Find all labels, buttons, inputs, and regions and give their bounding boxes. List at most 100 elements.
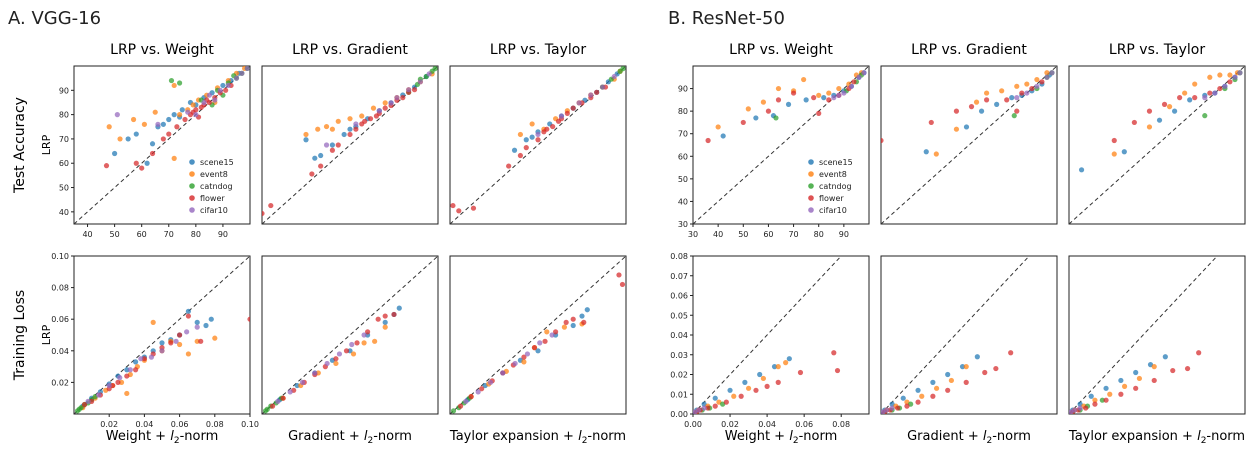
point-scene15 [179, 107, 185, 113]
point-flower [168, 340, 174, 346]
point-event8 [816, 92, 822, 98]
point-flower [354, 340, 360, 346]
point-flower [1196, 350, 1202, 356]
point-flower [1092, 401, 1098, 407]
point-flower [535, 137, 541, 143]
point-cifar10 [1237, 70, 1243, 76]
point-flower [280, 395, 286, 401]
point-event8 [152, 109, 158, 115]
x-tick-label: 0.06 [171, 420, 189, 429]
x-tick-label: 0.08 [832, 420, 850, 429]
plot-area [1069, 256, 1218, 414]
point-cifar10 [394, 95, 400, 101]
point-flower [1019, 90, 1025, 96]
point-scene15 [396, 305, 402, 311]
point-cifar10 [535, 131, 541, 138]
point-flower [1217, 85, 1223, 92]
point-flower [133, 367, 139, 373]
point-cifar10 [1232, 74, 1238, 80]
plot-area [262, 256, 438, 414]
point-scene15 [1172, 108, 1178, 114]
point-cifar10 [233, 75, 240, 81]
point-scene15 [785, 101, 792, 107]
y-tick-label: 0.10 [51, 252, 69, 261]
legend-label-catndog: catndog [819, 182, 852, 191]
point-scene15 [185, 308, 191, 314]
point-flower [712, 403, 718, 409]
point-cifar10 [463, 398, 469, 404]
point-flower [1014, 108, 1020, 114]
point-cifar10 [611, 73, 617, 80]
panel-vgg-loss-weight: 0.02 0.04 0.06 0.08 0.10 0.02 0.04 0.06 0.08 0.10 [51, 252, 259, 429]
point-flower [765, 108, 772, 114]
point-flower [904, 403, 910, 409]
point-flower [411, 87, 418, 93]
point-flower [563, 319, 569, 325]
point-flower [531, 345, 538, 351]
column-title-resnet-weight: LRP vs. Weight [729, 42, 833, 58]
y-tick-label: 90 [678, 85, 688, 94]
point-event8 [1121, 383, 1128, 389]
point-cifar10 [324, 360, 330, 367]
plot-area [74, 256, 250, 414]
legend-label-event8: event8 [819, 170, 847, 179]
point-scene15 [915, 387, 921, 393]
point-scene15 [945, 371, 951, 378]
point-catndog [1099, 397, 1105, 403]
point-flower [457, 403, 464, 409]
point-event8 [1227, 72, 1233, 78]
point-flower [775, 379, 781, 385]
point-event8 [715, 124, 721, 130]
y-tick-label: 0.05 [670, 311, 688, 320]
xlabel-resnet-gradient: Gradient + l2-norm [907, 429, 1031, 445]
point-scene15 [535, 348, 541, 354]
point-event8 [185, 351, 191, 357]
panel-vgg-acc-gradient [261, 65, 439, 225]
point-flower [542, 338, 548, 344]
legend-marker-event8 [808, 171, 814, 177]
point-flower [400, 95, 406, 101]
point-flower [1184, 365, 1191, 372]
legend-marker-cifar10 [808, 207, 814, 213]
point-event8 [1151, 364, 1157, 370]
point-flower [963, 379, 969, 385]
point-scene15 [166, 116, 172, 123]
point-flower [1083, 405, 1089, 411]
point-cifar10 [323, 142, 330, 148]
x-tick-label: 90 [218, 230, 228, 239]
point-flower [544, 126, 550, 132]
plot-area [693, 66, 869, 224]
legend-marker-scene15 [808, 159, 814, 165]
point-cifar10 [299, 379, 306, 385]
point-event8 [347, 116, 353, 122]
point-cifar10 [1044, 74, 1050, 80]
point-event8 [171, 82, 177, 89]
point-scene15 [742, 379, 748, 385]
point-cifar10 [848, 83, 855, 89]
point-flower [375, 316, 381, 322]
point-cifar10 [287, 389, 293, 395]
point-cifar10 [194, 324, 200, 330]
panel-resnet-acc-weight: 30 40 50 60 70 80 90 30 40 50 60 70 80 90 scene15 event… [678, 65, 870, 239]
point-scene15 [1121, 149, 1127, 155]
y-tick-label: 0.00 [670, 410, 688, 419]
point-flower [982, 369, 988, 376]
panel-vgg-acc-taylor [449, 65, 627, 225]
point-event8 [359, 113, 365, 119]
point-cifar10 [1071, 407, 1078, 413]
panel-vgg-loss-gradient [261, 255, 439, 415]
point-event8 [1146, 124, 1153, 130]
point-catndog [620, 66, 626, 72]
plot-frame [692, 255, 870, 415]
point-flower [391, 311, 397, 318]
point-catndog [1202, 113, 1208, 119]
column-title-resnet-gradient: LRP vs. Gradient [911, 42, 1027, 58]
point-flower [705, 137, 711, 144]
point-event8 [361, 340, 367, 346]
point-event8 [826, 90, 832, 96]
point-cifar10 [1202, 95, 1208, 101]
point-flower [968, 104, 975, 110]
identity-line [1069, 256, 1218, 414]
ylabel-vgg-accuracy: LRP [40, 134, 53, 155]
y-tick-label: 90 [59, 86, 69, 95]
